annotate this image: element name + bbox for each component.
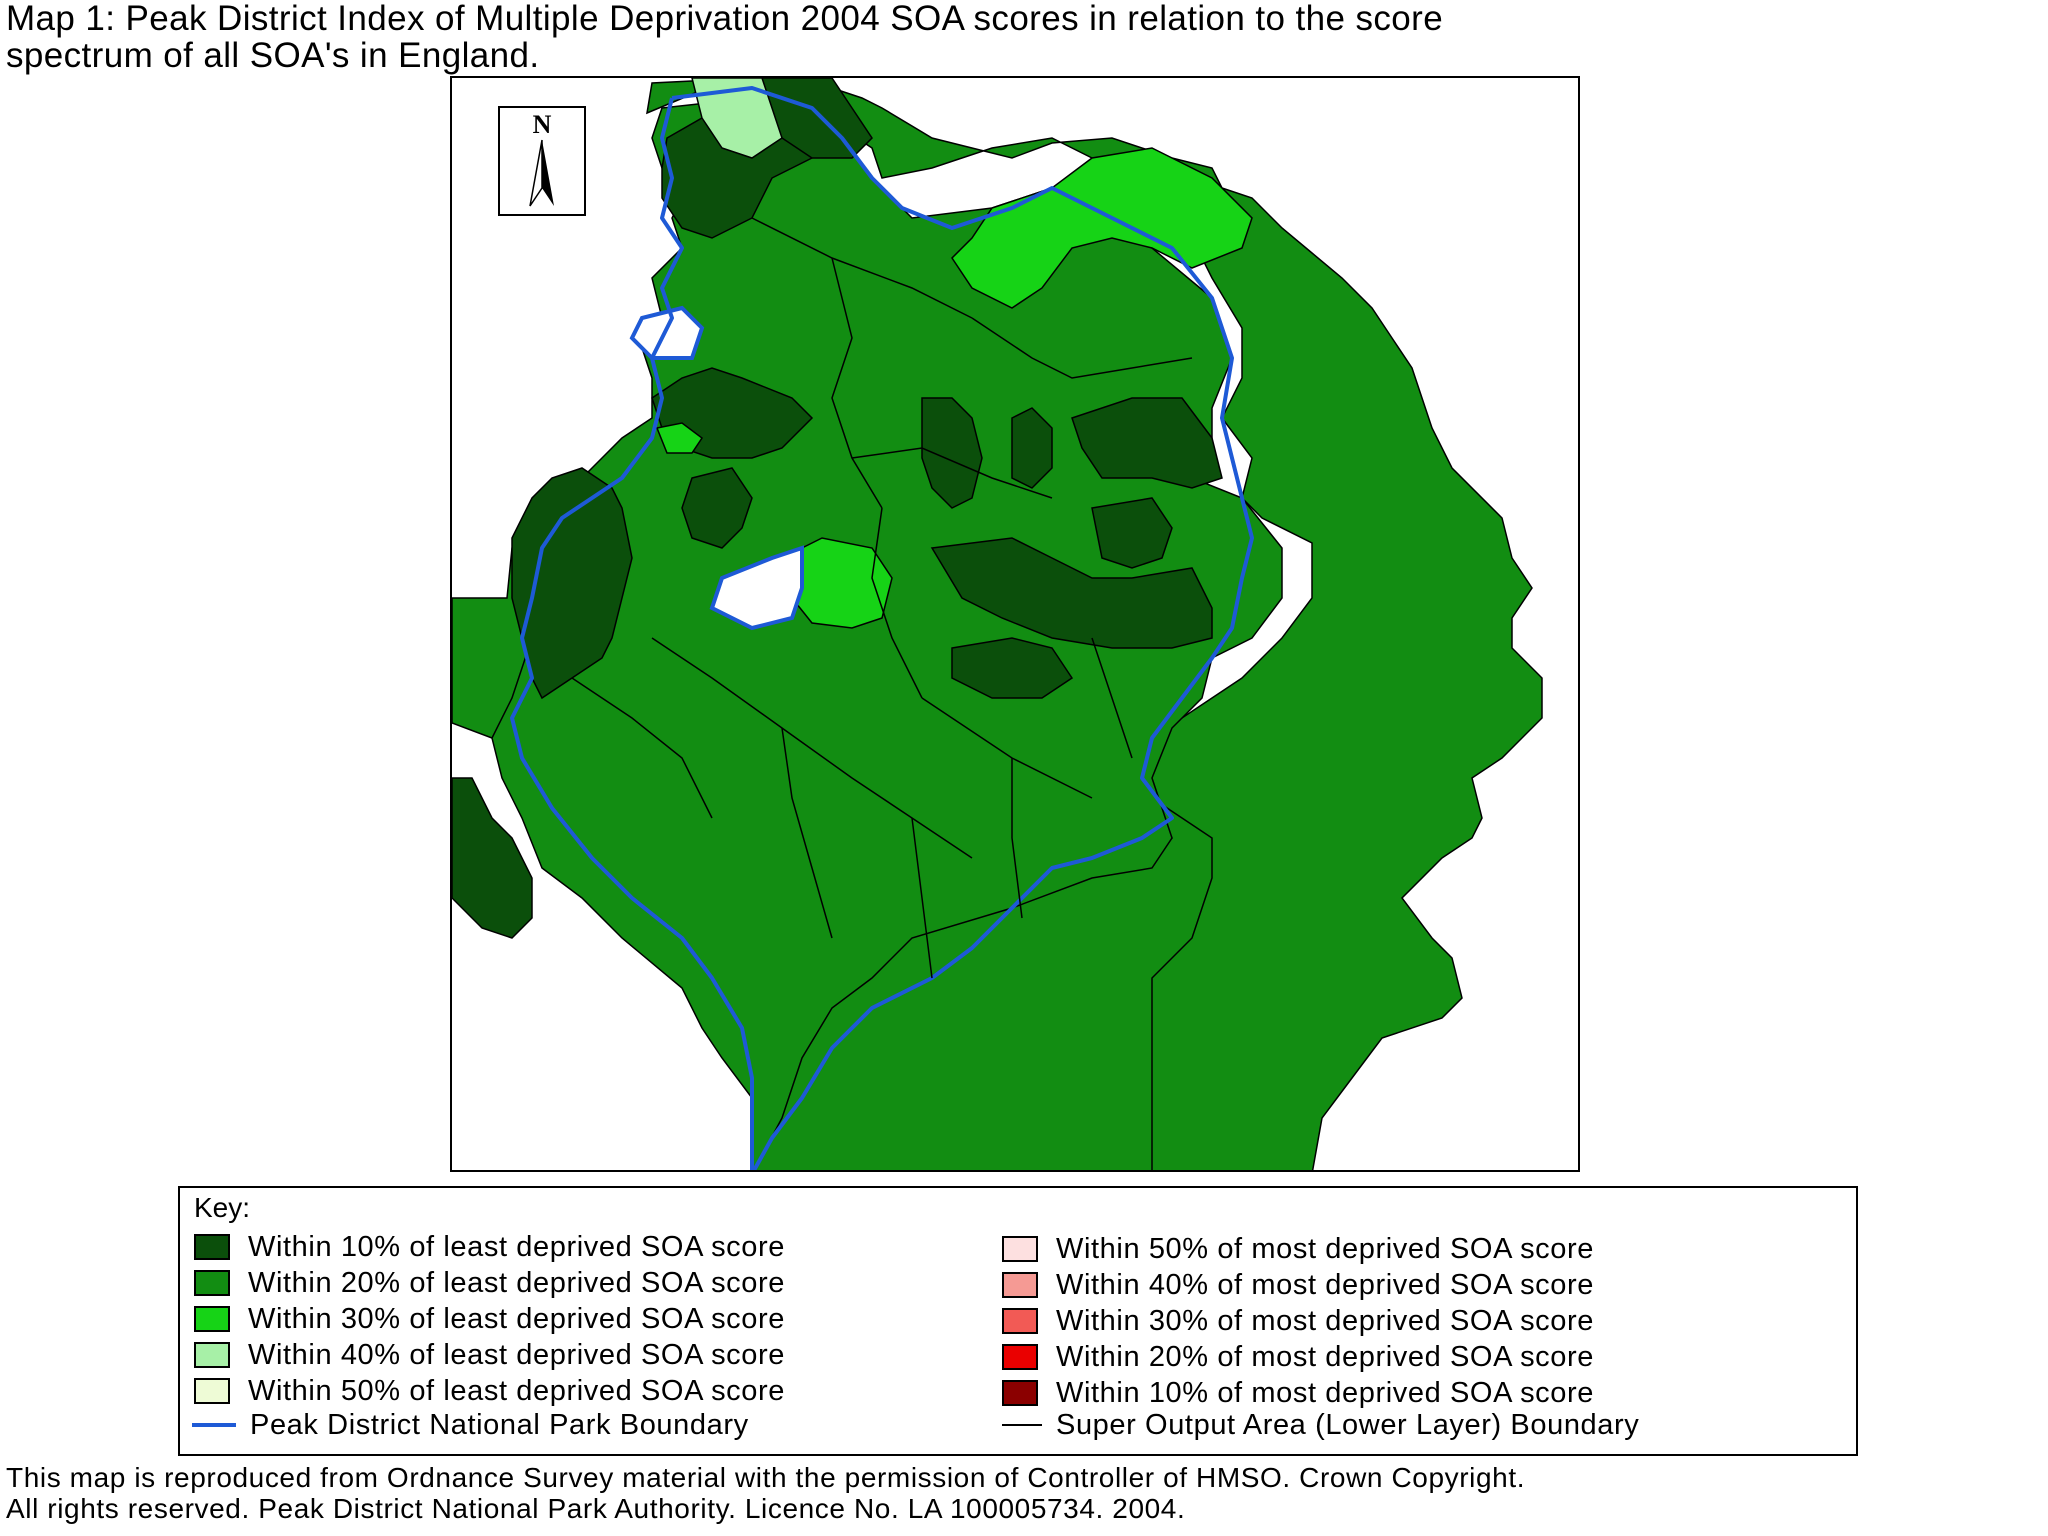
north-arrow: N (498, 106, 586, 216)
key-label-least-30: Within 30% of least deprived SOA score (248, 1303, 785, 1335)
key-label-most-20: Within 20% of most deprived SOA score (1056, 1341, 1594, 1373)
soa-region-center-small-30 (655, 422, 704, 454)
key-item-most-30: Within 30% of most deprived SOA score (1002, 1306, 1594, 1336)
north-arrow-letter: N (532, 110, 552, 139)
key-label-most-50: Within 50% of most deprived SOA score (1056, 1233, 1594, 1265)
soa-boundaries (571, 217, 1193, 979)
key-label-least-50: Within 50% of least deprived SOA score (248, 1375, 785, 1407)
key-item-most-40: Within 40% of most deprived SOA score (1002, 1270, 1594, 1300)
key-swatch-most-50 (1002, 1236, 1038, 1262)
map-title-line-2: spectrum of all SOA's in England. (6, 36, 540, 75)
soa-region-east-1 (921, 397, 983, 509)
key-swatch-most-30 (1002, 1308, 1038, 1334)
key-park-boundary-line (192, 1423, 236, 1427)
key-item-least-20: Within 20% of least deprived SOA score (194, 1268, 785, 1298)
soa-region-center-30 (781, 537, 893, 629)
copyright-line-1: This map is reproduced from Ordnance Sur… (6, 1462, 1526, 1493)
copyright-footer: This map is reproduced from Ordnance Sur… (6, 1462, 1525, 1524)
key-label-least-40: Within 40% of least deprived SOA score (248, 1339, 785, 1371)
key-soa-boundary-line (1002, 1424, 1042, 1426)
soa-choropleth-map (452, 78, 1543, 1170)
key-label-most-40: Within 40% of most deprived SOA score (1056, 1269, 1594, 1301)
key-label-least-20: Within 20% of least deprived SOA score (248, 1267, 785, 1299)
key-label-soa-boundary: Super Output Area (Lower Layer) Boundary (1056, 1409, 1640, 1441)
national-park-boundary-west (510, 97, 754, 1170)
copyright-line-2: All rights reserved. Peak District Natio… (6, 1493, 1186, 1524)
map-title: Map 1: Peak District Index of Multiple D… (6, 0, 1443, 74)
key-swatch-least-10 (194, 1234, 230, 1260)
national-park-boundary (671, 86, 1254, 1170)
key-swatch-most-10 (1002, 1380, 1038, 1406)
soa-region-east-4 (930, 537, 1213, 649)
soa-region-south-east (951, 637, 1074, 699)
key-swatch-most-20 (1002, 1344, 1038, 1370)
soa-region-center-west-2 (681, 467, 753, 549)
key-item-park-boundary: Peak District National Park Boundary (192, 1410, 749, 1440)
key-label-park-boundary: Peak District National Park Boundary (250, 1409, 749, 1441)
key-swatch-least-50 (194, 1378, 230, 1404)
soa-region-east-5 (1091, 497, 1173, 569)
soa-region-west-2 (452, 777, 533, 939)
soa-region-east-3 (1071, 397, 1223, 489)
soa-region-east-2 (1011, 407, 1053, 489)
key-label-most-10: Within 10% of most deprived SOA score (1056, 1377, 1594, 1409)
soa-region-north-light (691, 78, 783, 159)
key-item-soa-boundary: Super Output Area (Lower Layer) Boundary (1002, 1410, 1639, 1440)
key-swatch-least-30 (194, 1306, 230, 1332)
map-gap-north (629, 305, 705, 360)
key-item-least-40: Within 40% of least deprived SOA score (194, 1340, 785, 1370)
key-swatch-most-40 (1002, 1272, 1038, 1298)
map-frame: N (450, 76, 1580, 1172)
key-title: Key: (194, 1192, 251, 1223)
key-label-least-10: Within 10% of least deprived SOA score (248, 1231, 785, 1263)
key-item-least-30: Within 30% of least deprived SOA score (194, 1304, 785, 1334)
north-arrow-icon (529, 139, 554, 207)
key-swatch-least-40 (194, 1342, 230, 1368)
key-label-most-30: Within 30% of most deprived SOA score (1056, 1305, 1594, 1337)
key-item-most-50: Within 50% of most deprived SOA score (1002, 1234, 1594, 1264)
map-gap-center (709, 545, 804, 631)
key-item-most-20: Within 20% of most deprived SOA score (1002, 1342, 1594, 1372)
soa-region-northeast (951, 147, 1253, 309)
map-key: Key: Within 10% of least deprived SOA sc… (178, 1186, 1858, 1456)
key-item-least-50: Within 50% of least deprived SOA score (194, 1376, 785, 1406)
key-swatch-least-20 (194, 1270, 230, 1296)
key-item-least-10: Within 10% of least deprived SOA score (194, 1232, 785, 1262)
key-item-most-10: Within 10% of most deprived SOA score (1002, 1378, 1594, 1408)
map-title-line-1: Map 1: Peak District Index of Multiple D… (6, 0, 1444, 38)
